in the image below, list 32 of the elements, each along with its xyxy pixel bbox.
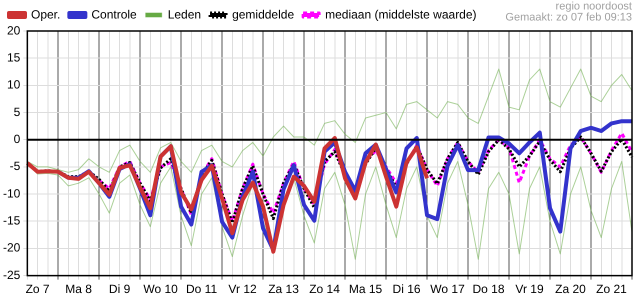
y-tick-label: -10 xyxy=(3,186,21,200)
y-tick-label: -15 xyxy=(3,214,21,228)
x-tick-label: Wo 10 xyxy=(143,282,178,296)
legend-label: mediaan (middelste waarde) xyxy=(325,7,477,22)
x-tick-label: Wo 17 xyxy=(430,282,466,296)
y-tick-label: 10 xyxy=(6,78,21,92)
x-tick-label: Do 18 xyxy=(472,282,505,296)
y-tick-label: -25 xyxy=(3,268,21,282)
legend-label: Oper. xyxy=(31,7,60,22)
y-tick-label: 20 xyxy=(6,23,21,38)
y-tick-label: 15 xyxy=(6,50,21,64)
x-tick-label: Zo 21 xyxy=(596,282,628,296)
x-tick-label: Zo 14 xyxy=(309,282,340,296)
y-tick-label: -5 xyxy=(10,159,21,174)
legend-label: Leden xyxy=(168,7,202,22)
y-tick-label: 0 xyxy=(14,132,21,146)
x-tick-label: Zo 7 xyxy=(26,282,50,296)
x-tick-label: Do 11 xyxy=(186,282,218,296)
y-tick-label: 5 xyxy=(14,104,21,119)
text: Gemaakt: zo 07 feb 09:13 xyxy=(505,12,632,24)
x-tick-label: Di 16 xyxy=(392,282,421,296)
x-tick-label: Ma 15 xyxy=(348,282,383,296)
x-tick-label: Vr 19 xyxy=(515,282,544,296)
legend-label: gemiddelde xyxy=(232,7,294,22)
x-tick-label: Di 9 xyxy=(108,282,131,296)
y-tick-label: -20 xyxy=(3,240,21,255)
legend-label: Controle xyxy=(91,7,138,22)
x-tick-label: Za 13 xyxy=(268,282,300,296)
x-tick-label: Ma 8 xyxy=(65,282,92,296)
x-tick-label: Za 20 xyxy=(555,282,586,296)
x-tick-label: Vr 12 xyxy=(228,282,257,296)
text: regio noordoost xyxy=(556,0,632,13)
